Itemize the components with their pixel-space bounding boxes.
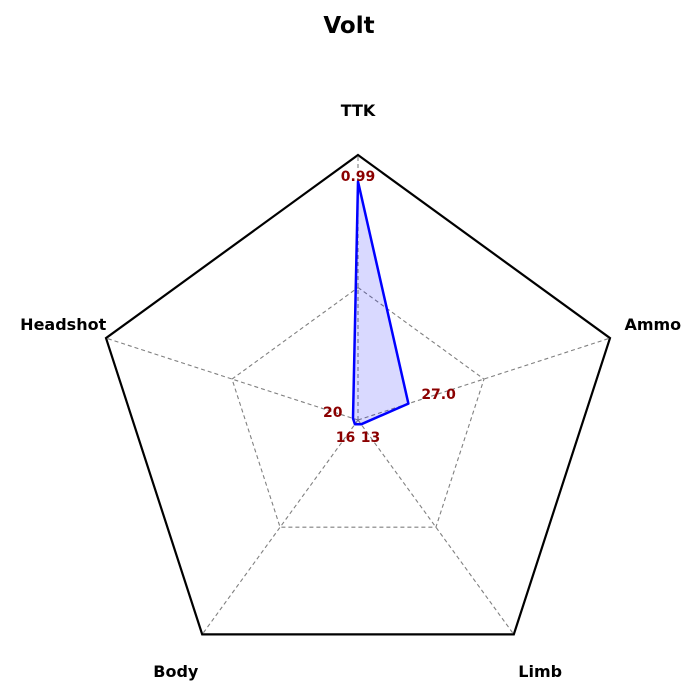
value-label: 20: [323, 405, 343, 421]
outer-frame: [104, 153, 612, 636]
axis-label: Limb: [518, 662, 562, 681]
value-label: 27.0: [421, 387, 456, 403]
axis-label: TTK: [341, 101, 376, 120]
grid-ring: [231, 286, 485, 528]
chart-title: Volt: [323, 13, 374, 39]
axis-label: Body: [153, 662, 199, 681]
series-area: [351, 180, 410, 426]
axis-label: Headshot: [20, 315, 106, 334]
grid-layer: [231, 286, 485, 528]
axis-spoke: [105, 337, 359, 421]
value-label: 0.99: [341, 169, 376, 185]
axis-spoke: [357, 419, 515, 635]
value-label: 16: [336, 430, 355, 446]
value-labels: 0.99 27.0 13 16 20: [323, 169, 456, 446]
axis-label: Ammo: [624, 315, 681, 334]
axis-labels: TTK Ammo Limb Body Headshot: [20, 101, 681, 681]
value-label: 13: [361, 430, 380, 446]
axis-spoke: [201, 419, 359, 635]
